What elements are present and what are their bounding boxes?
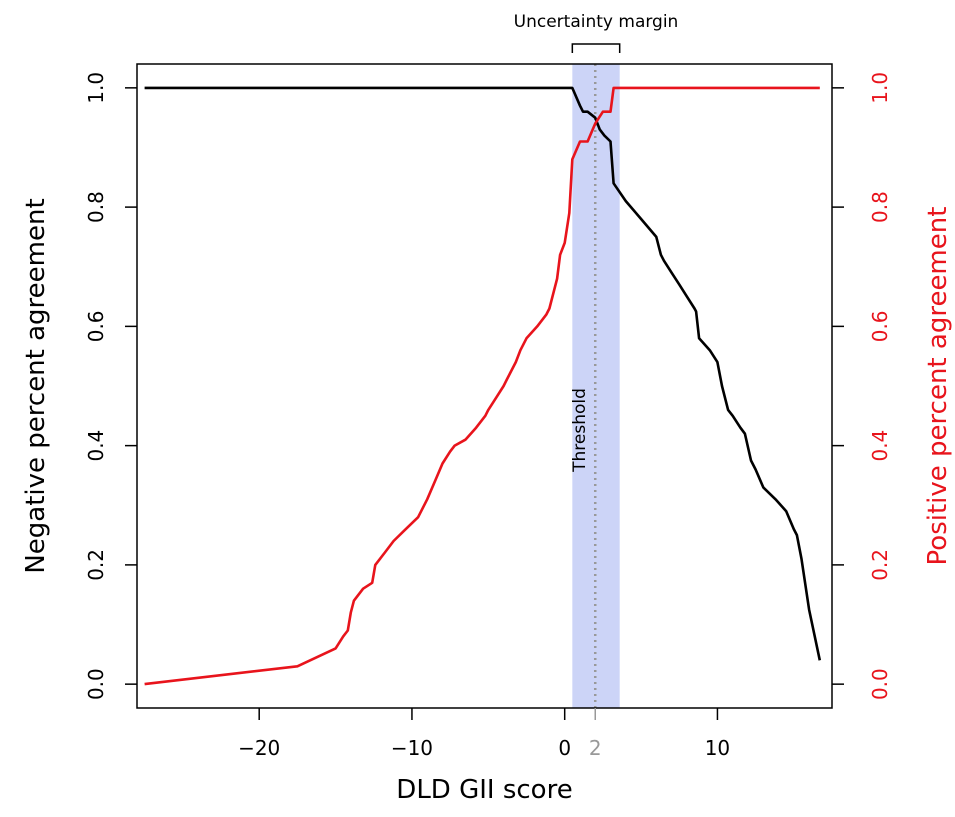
left-y-tick-label: 0.4	[84, 430, 108, 462]
left-y-tick-label: 0.6	[84, 310, 108, 342]
x-tick-label: 2	[589, 736, 602, 760]
x-axis-title: DLD GII score	[396, 775, 572, 805]
left-y-tick-label: 0.0	[84, 668, 108, 700]
series-line-negative	[144, 86, 822, 661]
x-tick-label: 10	[705, 736, 730, 760]
right-y-tick-label: 0.4	[868, 430, 892, 462]
threshold-label: Threshold	[570, 388, 590, 473]
x-tick-label: −20	[238, 736, 280, 760]
right-y-tick-label: 0.0	[868, 668, 892, 700]
plot-frame	[136, 63, 833, 709]
left-y-tick-label: 0.8	[84, 191, 108, 223]
uncertainty-margin-label: Uncertainty margin	[514, 12, 679, 32]
uncertainty-margin-bracket	[571, 43, 621, 53]
left-y-axis-title: Negative percent agreement	[21, 198, 51, 573]
right-y-axis-title: Positive percent agreement	[923, 207, 953, 566]
left-y-tick-label: 0.2	[84, 549, 108, 581]
right-y-tick-label: 0.8	[868, 191, 892, 223]
x-tick-label: 0	[558, 736, 571, 760]
series-layer	[144, 86, 822, 686]
right-y-tick-label: 1.0	[868, 72, 892, 104]
right-y-tick-label: 0.6	[868, 310, 892, 342]
axis-layer: −20 −10 0 2 10 0.0 0.0 0.2 0.2 0.4 0.4 0.6 0.6 0.8 0.8…	[84, 72, 892, 760]
left-y-tick-label: 1.0	[84, 72, 108, 104]
right-y-tick-label: 0.2	[868, 549, 892, 581]
x-tick-label: −10	[391, 736, 433, 760]
series-line-positive	[144, 86, 820, 686]
